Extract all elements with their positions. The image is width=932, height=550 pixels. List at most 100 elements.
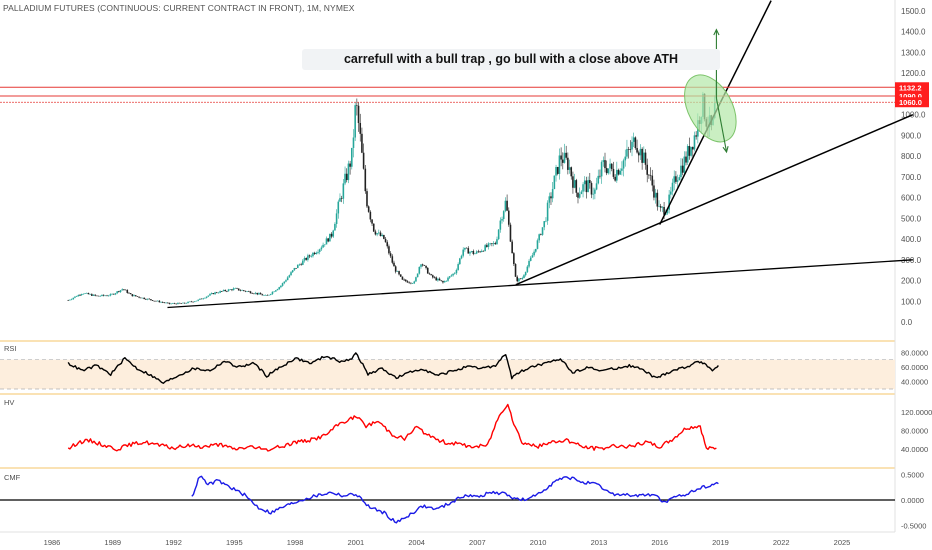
price-tag-bg <box>895 82 929 93</box>
candle-body <box>276 289 279 291</box>
trend-line-1 <box>167 259 913 309</box>
candle-body <box>587 180 589 193</box>
candle-body <box>585 180 588 193</box>
candle-body <box>691 146 694 150</box>
candle-body <box>82 293 85 295</box>
candle-body <box>332 230 335 237</box>
candle-body <box>337 201 340 214</box>
candle-body <box>401 276 404 280</box>
candle-body <box>139 297 142 299</box>
candle-body <box>107 295 110 297</box>
candle-body <box>572 176 574 188</box>
candle-body <box>87 292 90 295</box>
candle-body <box>636 148 638 153</box>
arrow-head-1 <box>713 28 720 36</box>
candle-body <box>614 176 616 181</box>
candle-body <box>484 245 486 252</box>
candle-body <box>124 289 127 291</box>
candle-body <box>329 233 331 242</box>
candle-body <box>241 290 243 291</box>
candle-body <box>599 175 601 177</box>
candle-body <box>403 279 405 281</box>
candle-body <box>226 291 228 292</box>
time-tick-label: 2010 <box>530 538 547 547</box>
hv-tick-label: 120.0000 <box>901 408 932 417</box>
candle-body <box>391 256 394 263</box>
candle-body <box>550 196 552 199</box>
candle-body <box>264 295 267 296</box>
candle-body <box>290 272 292 276</box>
candle-body <box>177 302 179 305</box>
candle-body <box>506 200 508 211</box>
candle-body <box>280 285 282 288</box>
time-tick-label: 2022 <box>773 538 790 547</box>
candle-body <box>320 247 323 250</box>
candle-body <box>475 251 478 254</box>
candle-body <box>315 252 318 255</box>
candle-body <box>643 152 645 163</box>
candle-body <box>275 290 277 292</box>
candle-body <box>644 152 647 165</box>
candle-body <box>467 248 470 254</box>
candle-body <box>639 148 642 156</box>
candle-body <box>156 300 159 302</box>
price-tick-label: 800.0 <box>901 152 922 161</box>
candle-body <box>680 165 682 178</box>
candle-body <box>366 191 368 207</box>
candle-body <box>114 293 117 295</box>
candle-body <box>616 169 618 181</box>
candle-body <box>416 273 419 278</box>
candle-body <box>158 300 161 303</box>
candle-body <box>577 192 579 198</box>
candle-body <box>555 166 557 176</box>
candle-body <box>101 294 103 296</box>
candle-body <box>150 299 152 301</box>
candle-body <box>84 293 86 294</box>
candle-body <box>263 295 265 296</box>
candle-body <box>318 249 321 252</box>
candle-body <box>685 156 687 163</box>
candle-body <box>624 156 627 161</box>
candle-body <box>457 264 459 270</box>
candle-body <box>214 292 216 295</box>
candle-body <box>374 231 377 235</box>
candle-body <box>631 141 633 150</box>
candle-body <box>349 163 351 167</box>
highlight-ellipse <box>684 74 737 143</box>
candle-body <box>244 290 247 292</box>
candle-body <box>359 123 362 134</box>
candle-body <box>580 191 583 195</box>
candle-body <box>462 249 465 256</box>
arrow-head-2 <box>722 146 729 154</box>
candle-body <box>376 233 378 235</box>
candle-body <box>305 258 308 260</box>
candle-body <box>192 301 194 303</box>
candle-body <box>556 166 559 174</box>
price-tick-label: 400.0 <box>901 235 922 244</box>
candle-body <box>116 291 118 294</box>
price-tag-label: 1132.2 <box>899 83 922 92</box>
price-tag-label: 1090.0 <box>899 92 922 101</box>
candle-body <box>442 281 444 283</box>
candle-body <box>408 282 410 284</box>
candle-body <box>491 243 493 244</box>
price-tick-label: 700.0 <box>901 173 922 182</box>
candle-body <box>322 244 324 248</box>
candle-body <box>291 270 294 273</box>
candle-body <box>325 238 328 245</box>
candle-body <box>541 227 544 235</box>
candle-body <box>410 282 412 284</box>
price-tick-label: 1200.0 <box>901 69 926 78</box>
candle-body <box>533 251 535 256</box>
candle-body <box>459 258 461 265</box>
candle-body <box>224 290 226 292</box>
candle-body <box>234 288 237 289</box>
candle-body <box>460 255 463 259</box>
candle-body <box>248 291 250 292</box>
candle-body <box>339 198 341 202</box>
candle-body <box>69 299 71 301</box>
candle-body <box>72 297 75 300</box>
price-tick-label: 1300.0 <box>901 48 926 57</box>
